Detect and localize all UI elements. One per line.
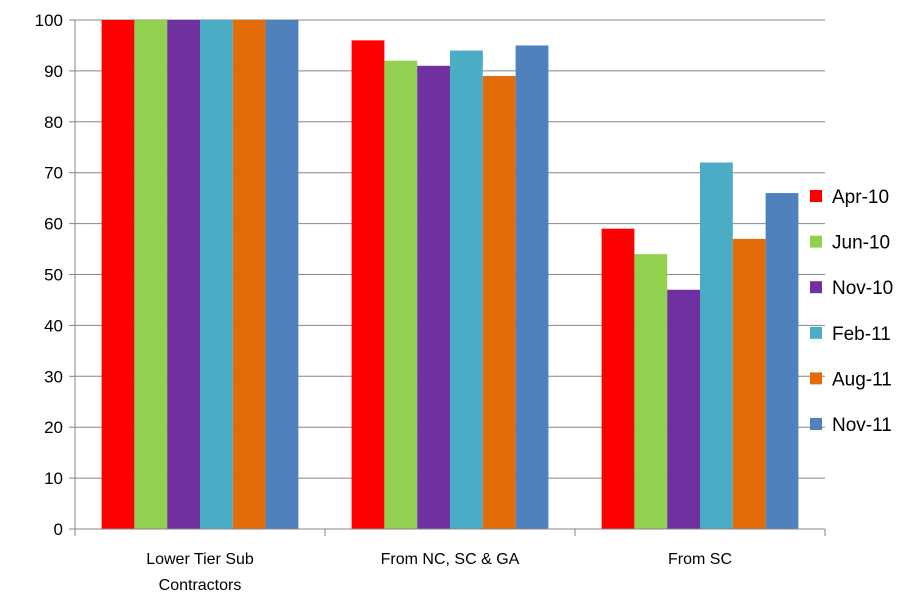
bar — [167, 20, 200, 529]
x-category-label: Lower Tier Sub — [146, 551, 254, 568]
bar — [384, 60, 418, 529]
y-tick-label: 0 — [54, 520, 63, 539]
bar — [200, 20, 233, 529]
legend-swatch — [810, 418, 822, 430]
y-tick-label: 60 — [44, 215, 63, 234]
x-category-label: From NC, SC & GA — [381, 551, 520, 568]
legend-label: Apr-10 — [832, 187, 889, 208]
legend-swatch — [810, 326, 822, 339]
bar — [450, 50, 483, 529]
bar — [417, 65, 450, 529]
y-tick-label: 40 — [44, 316, 63, 335]
y-tick-label: 80 — [44, 113, 63, 132]
legend-swatch — [810, 190, 822, 202]
bar — [667, 289, 700, 529]
bar — [351, 40, 385, 530]
bar — [700, 162, 733, 529]
legend-swatch — [810, 235, 822, 248]
bar — [765, 193, 799, 529]
bar — [265, 20, 299, 529]
y-tick-label: 30 — [44, 367, 63, 386]
legend-label: Nov-10 — [832, 278, 893, 299]
bar — [732, 238, 766, 529]
y-tick-label: 50 — [44, 266, 63, 285]
y-tick-label: 90 — [44, 62, 63, 81]
legend-label: Jun-10 — [832, 233, 890, 254]
x-category-label: From SC — [668, 551, 732, 568]
y-tick-label: 70 — [44, 164, 63, 183]
axes: 0 10 20 30 40 50 60 70 80 90 100 Lower Tier Sub Cont… — [35, 11, 826, 594]
bars — [101, 20, 799, 530]
y-tick-label: 10 — [44, 469, 63, 488]
legend-swatch — [810, 281, 822, 294]
bar — [101, 20, 135, 529]
y-tick-label: 20 — [44, 418, 63, 437]
legend-swatch — [810, 372, 822, 385]
bar — [482, 75, 516, 530]
legend-label: Aug-11 — [832, 369, 892, 390]
legend: Apr-10 Jun-10 Nov-10 Feb-11 Aug-11 Nov-11 — [810, 187, 893, 436]
bar — [601, 228, 635, 529]
bar — [134, 20, 168, 529]
legend-label: Feb-11 — [832, 324, 891, 345]
y-tick-label: 100 — [35, 11, 63, 30]
bar — [232, 20, 266, 529]
legend-label: Nov-11 — [832, 415, 892, 436]
x-category-label: Contractors — [159, 577, 242, 594]
bar — [515, 45, 549, 529]
bar — [634, 254, 668, 529]
